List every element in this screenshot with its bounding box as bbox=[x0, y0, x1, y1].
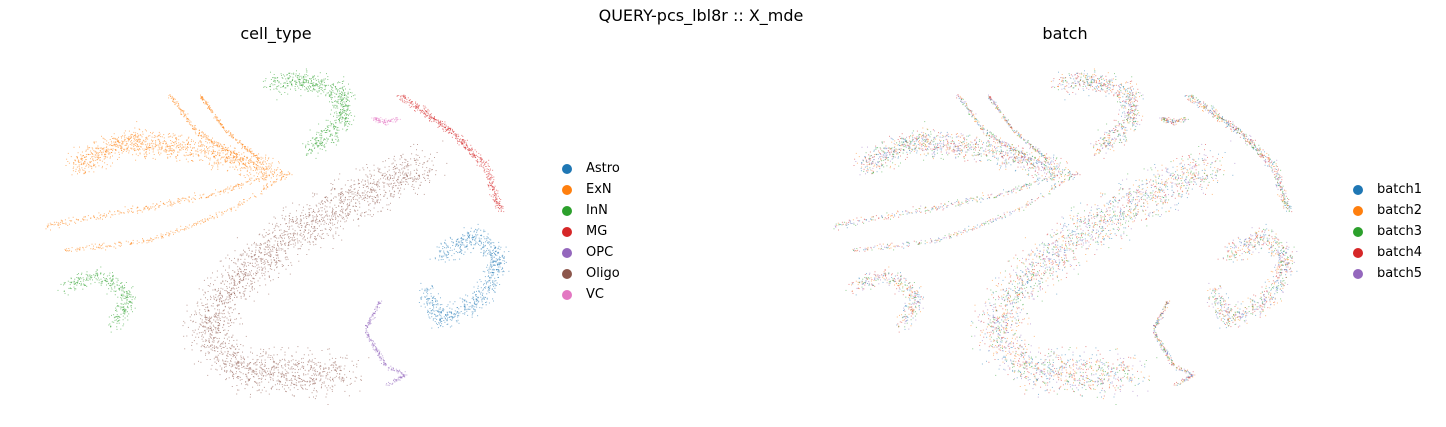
cell-type-legend-marker bbox=[562, 184, 572, 195]
batch-legend: batch1 batch2 batch3 batch4 batch5 bbox=[1353, 179, 1422, 284]
cell-type-legend-marker bbox=[562, 289, 572, 300]
cell-type-legend-item: MG bbox=[562, 221, 620, 242]
batch-legend-marker bbox=[1353, 205, 1363, 216]
batch-legend-item: batch5 bbox=[1353, 263, 1422, 284]
left-panel-title: cell_type bbox=[240, 24, 312, 43]
cell-type-legend-label: Astro bbox=[586, 161, 620, 176]
cell-type-legend-label: Oligo bbox=[586, 266, 620, 281]
batch-legend-label: batch5 bbox=[1377, 266, 1422, 281]
cell-type-legend-item: OPC bbox=[562, 242, 620, 263]
cell-type-legend-label: MG bbox=[586, 224, 608, 239]
batch-legend-label: batch3 bbox=[1377, 224, 1422, 239]
batch-legend-label: batch2 bbox=[1377, 203, 1422, 218]
cell-type-legend-item: VC bbox=[562, 284, 620, 305]
cell-type-legend-marker bbox=[562, 226, 572, 237]
batch-legend-label: batch1 bbox=[1377, 182, 1422, 197]
figure-suptitle: QUERY-pcs_lbl8r :: X_mde bbox=[598, 6, 804, 25]
batch-legend-item: batch3 bbox=[1353, 221, 1422, 242]
cell-type-legend-label: VC bbox=[586, 287, 604, 302]
cell-type-legend-item: InN bbox=[562, 200, 620, 221]
batch-legend-item: batch1 bbox=[1353, 179, 1422, 200]
cell-type-legend-marker bbox=[562, 268, 572, 279]
batch-legend-marker bbox=[1353, 247, 1363, 258]
cell-type-legend-label: InN bbox=[586, 203, 608, 218]
batch-legend-label: batch4 bbox=[1377, 245, 1422, 260]
cell-type-legend-item: Astro bbox=[562, 158, 620, 179]
batch-legend-item: batch2 bbox=[1353, 200, 1422, 221]
cell-type-legend-marker bbox=[562, 163, 572, 174]
cell-type-legend-marker bbox=[562, 205, 572, 216]
cell-type-legend-item: Oligo bbox=[562, 263, 620, 284]
cell-type-legend-item: ExN bbox=[562, 179, 620, 200]
batch-legend-marker bbox=[1353, 184, 1363, 195]
cell-type-legend-marker bbox=[562, 247, 572, 258]
cell-type-legend-label: ExN bbox=[586, 182, 612, 197]
batch-legend-item: batch4 bbox=[1353, 242, 1422, 263]
cell-type-legend: Astro ExN InN MG OPC Oligo VC bbox=[562, 158, 620, 305]
cell-type-points bbox=[45, 68, 510, 405]
batch-legend-marker bbox=[1353, 268, 1363, 279]
right-panel-title: batch bbox=[1042, 24, 1088, 43]
batch-points bbox=[833, 68, 1298, 405]
batch-legend-marker bbox=[1353, 226, 1363, 237]
cell-type-legend-label: OPC bbox=[586, 245, 614, 260]
